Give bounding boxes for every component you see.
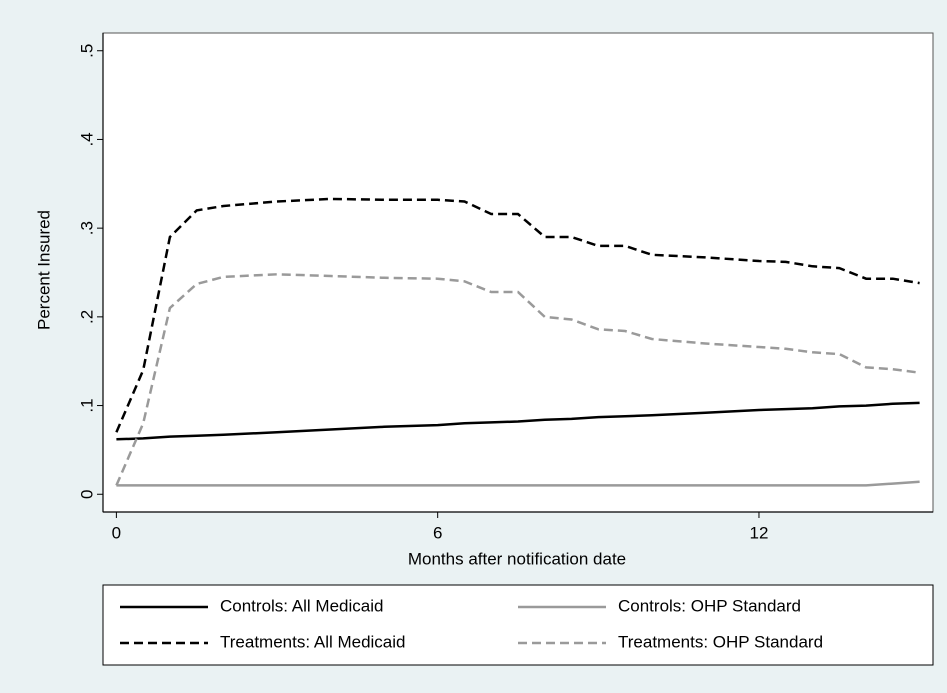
legend-label: Treatments: All Medicaid [220,632,406,651]
y-axis-label: Percent Insured [34,210,53,330]
y-tick-label: .1 [77,398,96,412]
x-tick-label: 0 [112,523,121,542]
x-axis-label: Months after notification date [408,549,626,568]
plot-area [102,32,934,513]
series-line [116,480,920,487]
y-tick-label: .3 [77,221,96,235]
y-tick-label: 0 [77,490,96,499]
x-tick-label: 12 [750,523,769,542]
legend [102,584,934,666]
legend-label: Treatments: OHP Standard [618,632,823,651]
x-tick-label: 6 [433,523,442,542]
series-line [116,401,920,441]
series-line [115,197,920,433]
y-tick-label: .5 [77,44,96,58]
y-tick-label: .4 [77,132,96,146]
legend-label: Controls: OHP Standard [618,596,801,615]
y-tick-label: .2 [77,310,96,324]
legend-label: Controls: All Medicaid [220,596,383,615]
series-line [115,273,920,486]
